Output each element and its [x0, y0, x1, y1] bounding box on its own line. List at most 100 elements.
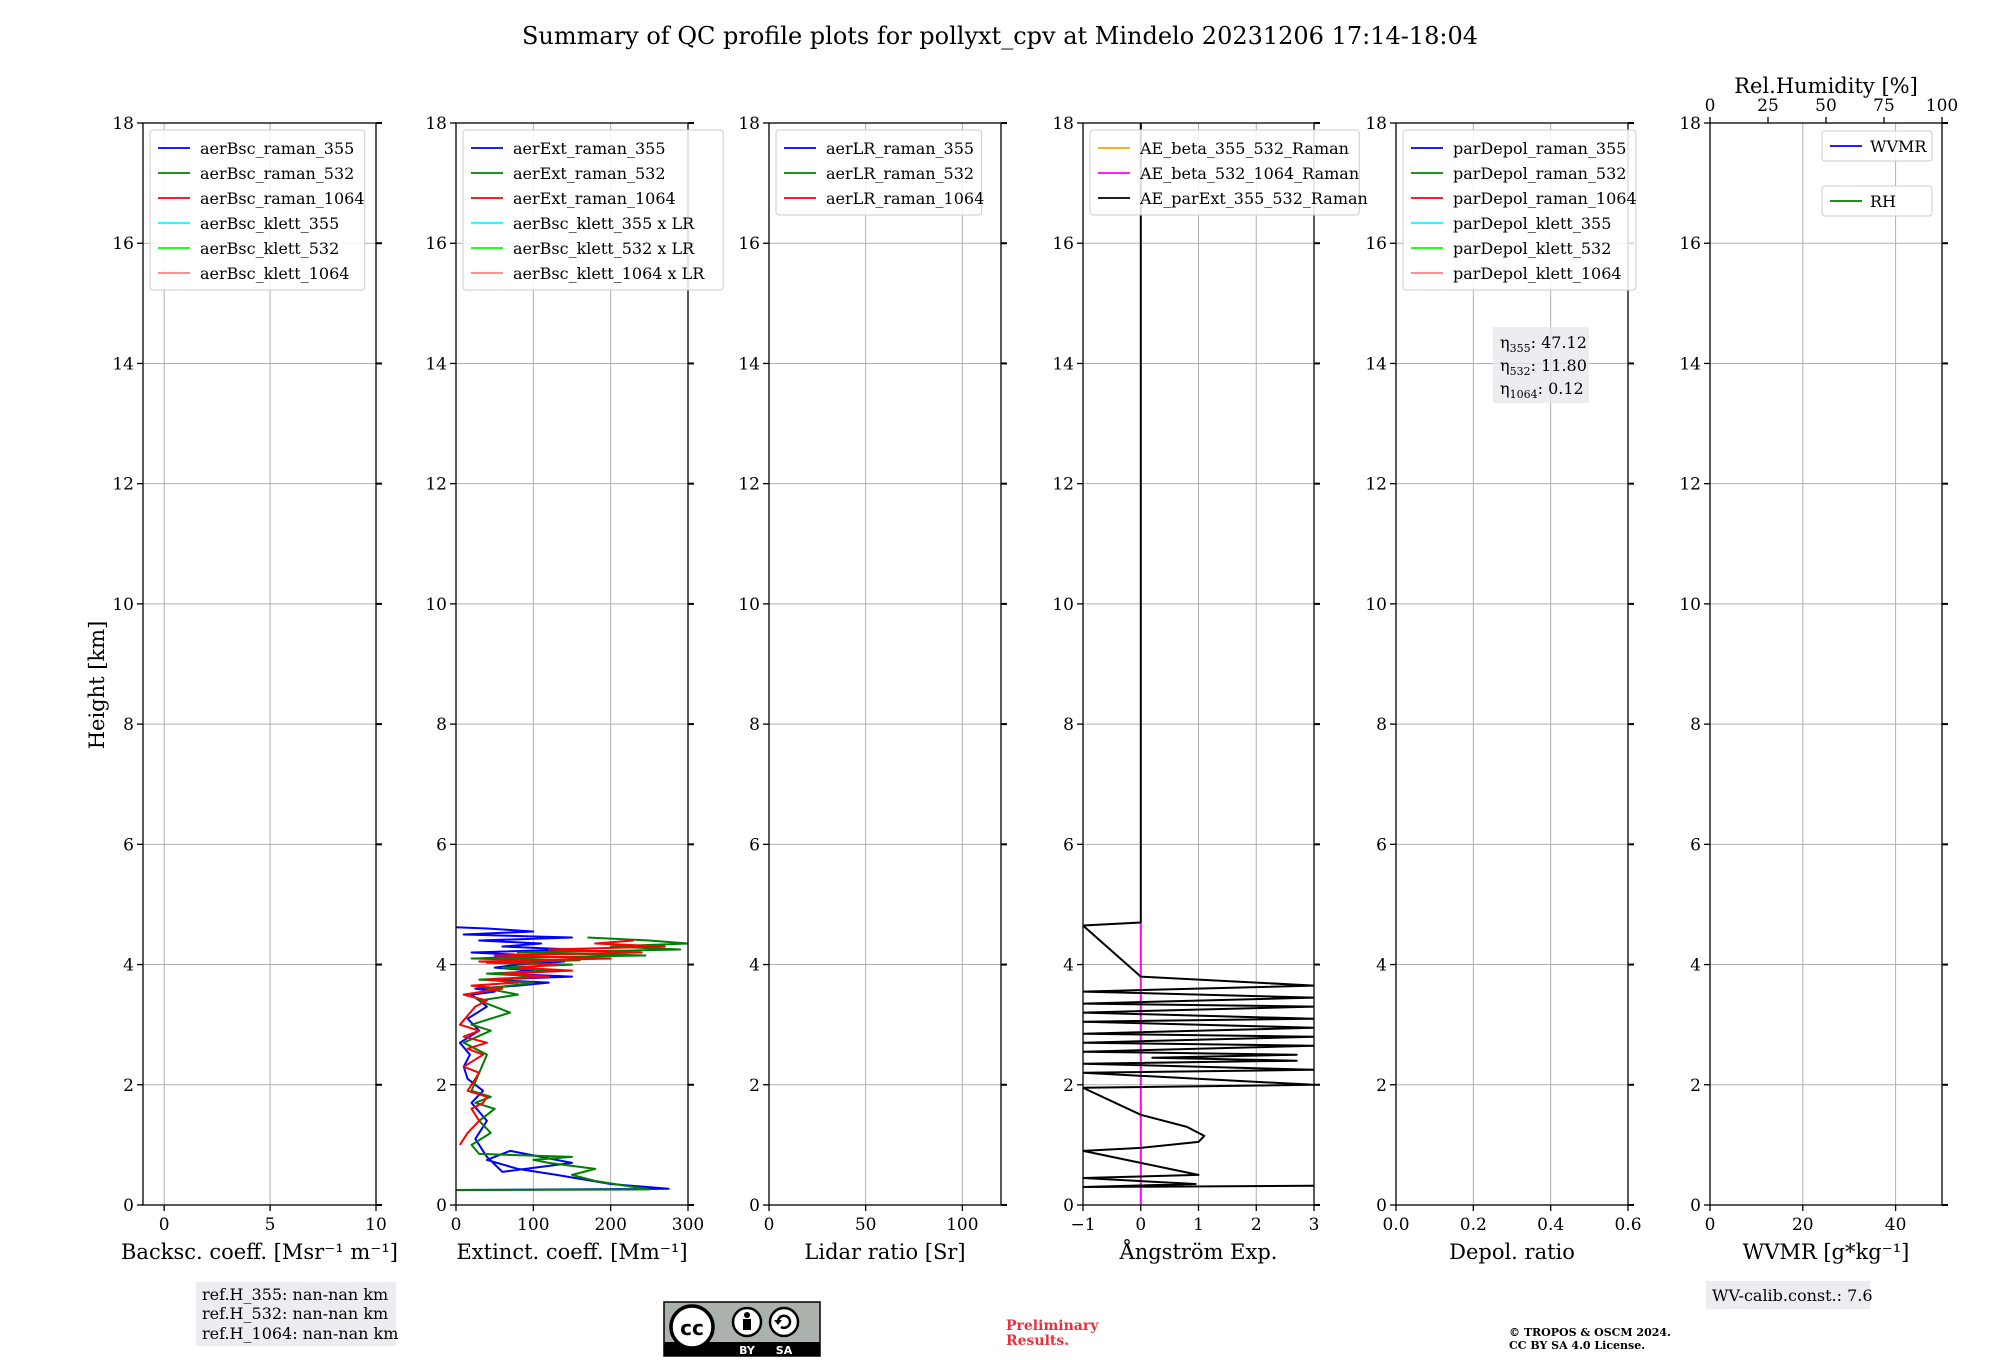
x-tick-label: 10: [365, 1215, 387, 1235]
x-tick-label: −1: [1070, 1215, 1095, 1235]
y-tick-label: 14: [738, 354, 760, 374]
series-line: [458, 939, 666, 1146]
eta-annotation: η355: 47.12 η532: 11.80 η1064: 0.12: [1493, 327, 1589, 403]
legend-label: parDepol_klett_532: [1453, 239, 1611, 258]
eta-532-value: 11.80: [1541, 356, 1587, 375]
series-group: [456, 926, 688, 1191]
x-tick-label: 2: [1251, 1215, 1262, 1235]
legend-label: aerLR_raman_532: [826, 164, 974, 183]
legend-label: aerBsc_raman_532: [200, 164, 354, 183]
y-tick-label: 4: [123, 956, 134, 976]
y-tick-label: 6: [749, 835, 760, 855]
panel-backscatter: 0 2 4 6 8 10 12 14 16 18 0 5 10 Backsc. coeff. [Msr⁻¹…: [112, 114, 398, 1264]
legend-label: aerExt_raman_532: [513, 164, 666, 183]
legend: AE_beta_355_532_Raman AE_beta_532_1064_Ra…: [1089, 129, 1368, 216]
y-tick-label: 18: [1052, 114, 1074, 134]
x-tick-label: 0.6: [1614, 1215, 1641, 1235]
y-tick-label: 0: [749, 1196, 760, 1216]
y-tick-label: 8: [1690, 715, 1701, 735]
x-axis-label: Extinct. coeff. [Mm⁻¹]: [456, 1240, 687, 1264]
legend-label: AE_parExt_355_532_Raman: [1139, 189, 1368, 208]
panel-extinction: 0 2 4 6 8 10 12 14 16 18 0 100 200 300 Extinct. coeff.…: [425, 114, 724, 1264]
share-alike-icon: [768, 1306, 800, 1338]
x-tick-label: 0.2: [1460, 1215, 1487, 1235]
legend-label: aerBsc_raman_1064: [200, 189, 365, 208]
x-tick-label: 5: [265, 1215, 276, 1235]
y-tick-label: 0: [1376, 1196, 1387, 1216]
series-line: [456, 936, 688, 1191]
legend-label: AE_beta_532_1064_Raman: [1139, 164, 1359, 183]
y-tick-label: 4: [1376, 956, 1387, 976]
y-tick-label: 6: [1690, 835, 1701, 855]
legend-label: aerLR_raman_1064: [826, 189, 984, 208]
refh-355: ref.H_355: nan-nan km: [202, 1285, 388, 1304]
y-tick-label: 18: [1365, 114, 1387, 134]
cc-sa-label: SA: [776, 1344, 793, 1357]
x-tick-label: 3: [1309, 1215, 1320, 1235]
x-tick-label: 0: [159, 1215, 170, 1235]
y-tick-label: 16: [1052, 234, 1074, 254]
y-tick-label: 14: [1679, 354, 1701, 374]
y-tick-label: 2: [436, 1076, 447, 1096]
y-tick-label: 4: [1690, 956, 1701, 976]
legend-label: aerLR_raman_355: [826, 139, 974, 158]
series-group: [1083, 123, 1314, 1205]
y-tick-label: 0: [1063, 1196, 1074, 1216]
y-tick-label: 14: [112, 354, 134, 374]
legend-label: parDepol_raman_1064: [1453, 189, 1637, 208]
y-tick-label: 8: [1063, 715, 1074, 735]
legend-label: aerBsc_klett_355: [200, 214, 339, 233]
x-tick-label: 1: [1193, 1215, 1204, 1235]
y-tick-label: 6: [1063, 835, 1074, 855]
y-tick-label: 14: [425, 354, 447, 374]
legend-label: aerExt_raman_355: [513, 139, 666, 158]
y-tick-label: 16: [425, 234, 447, 254]
y-tick-label: 14: [1365, 354, 1387, 374]
top-x-axis-label: Rel.Humidity [%]: [1734, 74, 1918, 98]
y-tick-label: 8: [1376, 715, 1387, 735]
y-tick-label: 18: [112, 114, 134, 134]
x-axis-label: Lidar ratio [Sr]: [804, 1240, 965, 1264]
x-tick-label: 100: [946, 1215, 978, 1235]
top-x-tick-label: 0: [1705, 96, 1716, 116]
refh-1064: ref.H_1064: nan-nan km: [202, 1324, 398, 1343]
x-tick-label: 100: [517, 1215, 549, 1235]
axes-frame: [768, 122, 1002, 1206]
x-axis-label: Backsc. coeff. [Msr⁻¹ m⁻¹]: [121, 1240, 398, 1264]
legend-label: parDepol_klett_355: [1453, 214, 1611, 233]
legend-box: [1821, 130, 1933, 162]
y-tick-label: 0: [123, 1196, 134, 1216]
svg-text:cc: cc: [680, 1316, 704, 1340]
panel-depol: 0 2 4 6 8 10 12 14 16 18 0.0 0.2 0.4 0.6 Depol. ratio p…: [1365, 114, 1641, 1264]
legend-box: [1089, 129, 1360, 216]
y-tick-label: 8: [436, 715, 447, 735]
y-tick-label: 12: [738, 475, 760, 495]
axes-frame: [1395, 122, 1629, 1206]
y-tick-label: 18: [1679, 114, 1701, 134]
y-tick-label: 6: [436, 835, 447, 855]
y-tick-label: 6: [1376, 835, 1387, 855]
x-axis-label: WVMR [g*kg⁻¹]: [1743, 1240, 1910, 1264]
y-tick-label: 16: [1365, 234, 1387, 254]
x-tick-label: 0: [764, 1215, 775, 1235]
legend-label: RH: [1870, 192, 1896, 211]
cc-by-label: BY: [739, 1344, 756, 1357]
copyright-line-2: CC BY SA 4.0 License.: [1509, 1339, 1645, 1352]
eta-1064-value: 0.12: [1548, 379, 1584, 398]
legend: aerLR_raman_355 aerLR_raman_532 aerLR_rama…: [775, 129, 984, 216]
legend-label: aerBsc_klett_355 x LR: [513, 214, 695, 233]
y-tick-label: 2: [1690, 1076, 1701, 1096]
legend-box: [1402, 129, 1637, 291]
y-tick-label: 18: [738, 114, 760, 134]
y-tick-label: 4: [436, 956, 447, 976]
series-line: [456, 926, 670, 1191]
y-tick-label: 0: [1690, 1196, 1701, 1216]
y-tick-label: 8: [749, 715, 760, 735]
y-tick-label: 12: [1365, 475, 1387, 495]
legend: aerBsc_raman_355 aerBsc_raman_532 aerBsc_r…: [149, 129, 366, 291]
legend-label: parDepol_raman_532: [1453, 164, 1626, 183]
x-tick-label: 300: [672, 1215, 704, 1235]
wv-calib-box: WV-calib.const.: 7.6: [1706, 1281, 1873, 1309]
eta-355-value: 47.12: [1541, 333, 1587, 352]
